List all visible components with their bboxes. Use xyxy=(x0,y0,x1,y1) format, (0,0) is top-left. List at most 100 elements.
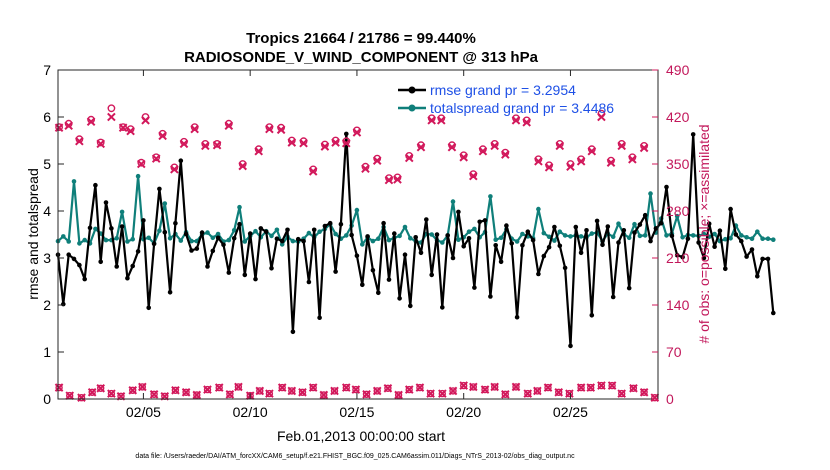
obs-bottom-assimilated-marker xyxy=(586,383,596,392)
y-tick-label: 3 xyxy=(43,250,51,266)
obs-bottom-assimilated-marker xyxy=(576,383,586,392)
rmse-point xyxy=(114,264,119,269)
rmse-point xyxy=(621,228,627,233)
obs-bottom-assimilated-marker xyxy=(533,386,542,396)
right-tick-label: 70 xyxy=(666,344,682,360)
obs-possible-marker xyxy=(213,139,222,148)
rmse-point xyxy=(701,255,707,261)
rmse-point xyxy=(760,256,765,262)
obs-bottom-assimilated-marker xyxy=(607,381,617,390)
rmse-point xyxy=(509,241,514,246)
rmse-point xyxy=(285,227,290,233)
rmse-point xyxy=(712,244,717,249)
obs-assimilated-marker xyxy=(141,116,150,125)
totalspread-point xyxy=(664,233,669,238)
obs-assimilated-marker xyxy=(179,139,189,149)
rmse-point xyxy=(413,235,419,240)
totalspread-point xyxy=(568,234,573,239)
x-tick-label: 02/05 xyxy=(126,404,161,420)
totalspread-point xyxy=(712,231,717,237)
totalspread-point xyxy=(77,241,82,246)
obs-bottom-possible-marker xyxy=(512,383,520,391)
legend-rmse-label: rmse grand pr = 3.2954 xyxy=(430,82,576,98)
rmse-point xyxy=(146,305,151,311)
obs-assimilated-marker xyxy=(606,158,616,167)
totalspread-point xyxy=(749,236,755,241)
rmse-point xyxy=(397,296,402,301)
rmse-point xyxy=(450,255,456,261)
totalspread-point xyxy=(157,228,162,233)
obs-bottom-possible-marker xyxy=(96,384,105,392)
rmse-point xyxy=(546,244,552,250)
obs-bottom-assimilated-marker xyxy=(511,382,521,392)
rmse-point xyxy=(408,303,413,309)
rmse-point xyxy=(723,266,728,272)
obs-bottom-assimilated-marker xyxy=(650,393,660,402)
totalspread-point xyxy=(771,237,776,242)
obs-assimilated-marker xyxy=(287,138,297,147)
rmse-point xyxy=(594,218,600,224)
rmse-point xyxy=(66,252,71,257)
obs-assimilated-marker xyxy=(320,142,330,151)
rmse-point xyxy=(290,329,296,335)
totalspread-point xyxy=(546,234,552,240)
obs-bottom-assimilated-marker xyxy=(394,390,403,400)
rmse-point xyxy=(370,267,376,273)
rmse-point xyxy=(557,243,563,249)
x-tick-label: 02/15 xyxy=(339,404,374,420)
obs-bottom-possible-marker xyxy=(460,381,468,390)
totalspread-point xyxy=(71,179,77,184)
totalspread-point xyxy=(354,207,360,213)
obs-bottom-possible-marker xyxy=(449,387,457,395)
obs-bottom-assimilated-marker xyxy=(448,386,458,396)
obs-assimilated-marker xyxy=(628,154,637,164)
obs-bottom-assimilated-marker xyxy=(181,387,191,397)
obs-bottom-assimilated-marker xyxy=(234,382,243,392)
rmse-point xyxy=(610,294,616,300)
totalspread-point xyxy=(616,221,621,226)
rmse-point xyxy=(392,231,397,236)
rmse-point xyxy=(247,231,253,236)
y-tick-label: 2 xyxy=(43,297,51,313)
rmse-point xyxy=(493,243,499,248)
obs-possible-marker xyxy=(107,104,116,113)
right-axis-ticks: 0 70 140 210 280 350 420 490 xyxy=(652,62,690,407)
totalspread-point xyxy=(536,206,541,212)
obs-bottom-possible-marker xyxy=(565,389,574,398)
rmse-point xyxy=(71,256,77,262)
rmse-point xyxy=(536,271,541,277)
rmse-point xyxy=(739,238,744,244)
obs-assimilated-marker xyxy=(64,121,73,131)
obs-assimilated-marker xyxy=(576,157,586,166)
obs-assimilated-marker xyxy=(597,112,606,122)
rmse-point xyxy=(717,228,723,233)
rmse-point xyxy=(664,184,669,190)
y-axis-ticks: 0 1 2 3 4 5 6 7 xyxy=(43,62,64,407)
y-tick-label: 1 xyxy=(43,344,51,360)
right-tick-label: 350 xyxy=(666,156,690,172)
obs-bottom-assimilated-marker xyxy=(629,383,638,393)
rmse-point xyxy=(626,285,632,291)
totalspread-point xyxy=(626,235,632,241)
obs-bottom-assimilated-marker xyxy=(426,389,435,398)
obs-bottom-possible-marker xyxy=(384,384,392,392)
totalspread-point xyxy=(642,233,648,238)
totalspread-point xyxy=(552,238,557,243)
rmse-point xyxy=(749,247,755,252)
rmse-point xyxy=(456,209,461,215)
x-axis-ticks: 02/05 02/10 02/15 02/20 02/25 xyxy=(126,70,588,420)
totalspread-point xyxy=(637,233,643,239)
totalspread-point xyxy=(66,239,71,244)
chart-title: Tropics 21664 / 21786 = 99.440% xyxy=(246,30,476,47)
obs-assimilated-marker xyxy=(372,156,382,165)
rmse-point xyxy=(669,233,675,239)
totalspread-point xyxy=(114,236,119,241)
obs-possible-marker xyxy=(55,123,63,132)
obs-bottom-assimilated-marker xyxy=(597,381,606,390)
rmse-point xyxy=(306,279,312,285)
totalspread-point xyxy=(397,233,402,239)
obs-bottom-assimilated-marker xyxy=(523,389,533,398)
obs-bottom-possible-marker xyxy=(298,388,307,396)
rmse-point xyxy=(215,235,221,241)
rmse-point xyxy=(461,244,467,249)
